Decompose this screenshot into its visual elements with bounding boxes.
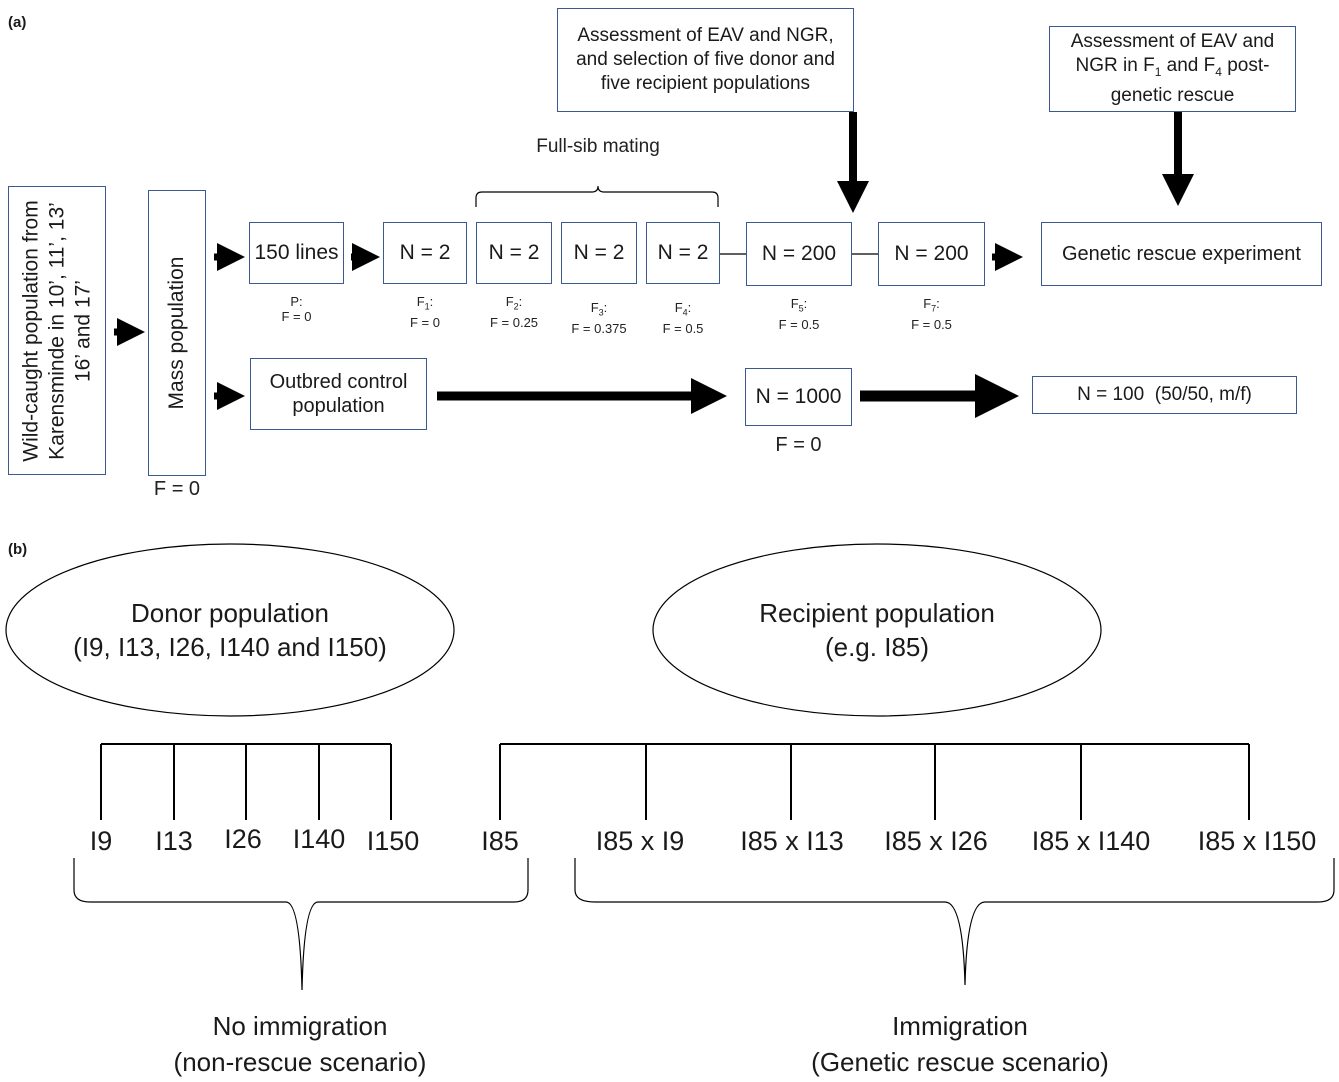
leaf-i85-x-i9: I85 x I9 bbox=[595, 826, 685, 856]
n1000-F-label: F = 0 bbox=[775, 434, 822, 456]
leaf-i85-x-i150: I85 x I150 bbox=[1197, 826, 1317, 856]
f3-box: N = 2 bbox=[561, 222, 637, 284]
leaf-i85: I85 bbox=[481, 826, 519, 856]
f7-label: F7: F = 0.5 bbox=[911, 296, 952, 332]
outbred-box: Outbred control population bbox=[250, 358, 427, 430]
leaf-i9: I9 bbox=[89, 826, 113, 856]
f2-label: F2: F = 0.25 bbox=[489, 294, 539, 330]
assessment-rescue-box: Assessment of EAV and NGR in F1 and F4 p… bbox=[1049, 26, 1296, 112]
donor-ellipse bbox=[5, 543, 455, 717]
wild-caught-text: Wild-caught population from Karensminde … bbox=[19, 199, 94, 462]
assessment-selection-box: Assessment of EAV and NGR, and selection… bbox=[557, 8, 854, 112]
lines-gen-label: P: F = 0 bbox=[281, 294, 312, 324]
immigration-brace bbox=[574, 858, 1335, 986]
f5-box: N = 200 bbox=[746, 222, 852, 286]
n100-box: N = 100 (50/50, m/f) bbox=[1032, 376, 1297, 414]
leaf-i85-x-i140: I85 x I140 bbox=[1031, 826, 1151, 856]
f5-label: F5: F = 0.5 bbox=[778, 296, 820, 332]
recipient-ellipse-text: Recipient population (e.g. I85) bbox=[759, 598, 995, 662]
n1000-box: N = 1000 bbox=[745, 368, 852, 426]
recipient-tree bbox=[499, 743, 1250, 820]
donor-tree bbox=[100, 743, 392, 820]
no-immigration-label: No immigration (non-rescue scenario) bbox=[173, 1011, 427, 1077]
leaf-i140: I140 bbox=[292, 824, 346, 854]
wild-caught-box: Wild-caught population from Karensminde … bbox=[8, 186, 106, 475]
assessment-rescue-text: Assessment of EAV and NGR in F1 and F4 p… bbox=[1070, 31, 1275, 106]
panel-b-label: (b) bbox=[8, 541, 28, 558]
f3-label: F3: F = 0.375 bbox=[571, 300, 627, 336]
leaf-i85-x-i13: I85 x I13 bbox=[740, 826, 844, 856]
leaf-i85-x-i26: I85 x I26 bbox=[884, 826, 988, 856]
full-sib-brace bbox=[475, 185, 719, 207]
mass-population-box: Mass population bbox=[148, 190, 206, 476]
f7-box: N = 200 bbox=[878, 222, 985, 286]
immigration-label: Immigration (Genetic rescue scenario) bbox=[811, 1011, 1109, 1077]
mass-population-text: Mass population bbox=[165, 256, 188, 410]
no-immigration-brace bbox=[73, 858, 529, 991]
full-sib-label: Full-sib mating bbox=[536, 136, 660, 157]
leaf-i150: I150 bbox=[366, 826, 420, 856]
f2-box: N = 2 bbox=[476, 222, 552, 284]
panel-a-label: (a) bbox=[8, 14, 27, 31]
f1-box: N = 2 bbox=[383, 222, 467, 284]
donor-ellipse-text: Donor population (I9, I13, I26, I140 and … bbox=[73, 598, 387, 662]
f1-label: F1: F = 0 bbox=[410, 294, 440, 330]
leaf-i26: I26 bbox=[224, 824, 262, 854]
lines-box: 150 lines bbox=[249, 222, 344, 284]
genetic-rescue-box: Genetic rescue experiment bbox=[1041, 222, 1322, 286]
f4-box: N = 2 bbox=[646, 222, 720, 284]
f4-label: F4: F = 0.5 bbox=[662, 300, 704, 336]
leaf-i13: I13 bbox=[155, 826, 193, 856]
recipient-ellipse bbox=[652, 543, 1102, 717]
mass-F-label: F = 0 bbox=[153, 478, 201, 500]
